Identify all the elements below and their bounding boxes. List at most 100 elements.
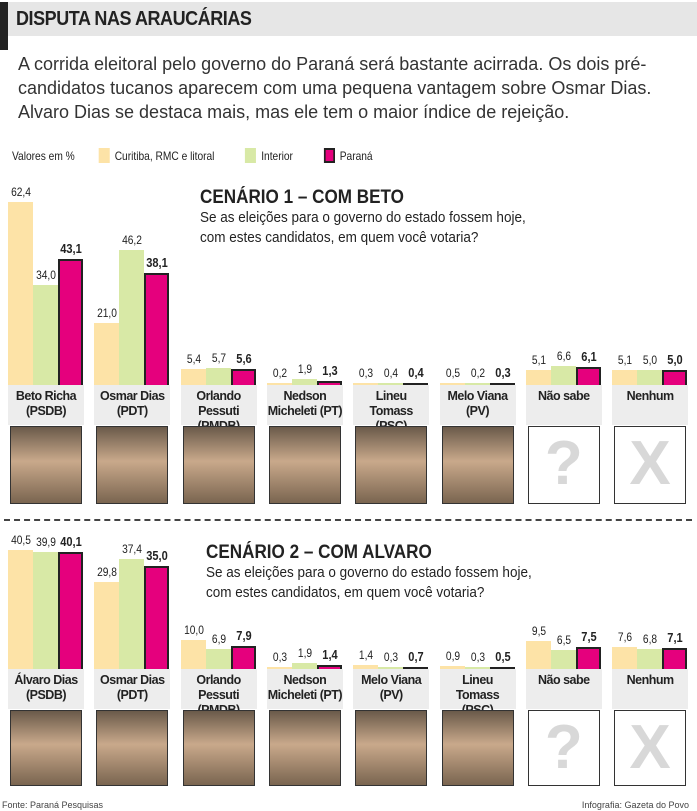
category-label-line: Nenhum — [626, 389, 675, 403]
bar-curitiba — [353, 664, 379, 669]
bar-curitiba — [266, 667, 292, 669]
legend-item-interior: Interior — [245, 148, 293, 163]
candidate-photo — [441, 710, 514, 786]
bar-interior — [205, 648, 231, 669]
data-label: 1,4 — [322, 646, 338, 662]
data-label: 43,1 — [60, 240, 82, 256]
bar-curitiba — [439, 383, 465, 385]
bar-curitiba — [8, 202, 33, 385]
bar-parana — [575, 367, 601, 385]
category-label-line: Melo Viana — [361, 673, 422, 687]
bar-parana — [489, 383, 515, 385]
bar-curitiba — [8, 550, 33, 669]
category-label-line: Orlando Pessuti — [196, 673, 241, 702]
data-label: 0,7 — [408, 648, 424, 664]
bar-interior — [33, 285, 58, 385]
legend: Valores em % Curitiba, RMC e litoral Int… — [12, 148, 403, 163]
legend-item-curitiba: Curitiba, RMC e litoral — [98, 148, 214, 163]
candidate-photo — [355, 710, 428, 786]
category-label-line: Nedson — [283, 389, 327, 403]
candidate-photo — [355, 426, 428, 504]
category-label: Osmar Dias (PDT) — [94, 385, 171, 425]
category-label-line: Osmar Dias — [100, 389, 165, 403]
category-label: Não sabe — [525, 669, 602, 709]
bar-interior — [637, 370, 663, 385]
data-label: 5,6 — [235, 350, 252, 366]
category-label-line: (PDT) — [116, 404, 148, 418]
data-label: 1,4 — [359, 647, 374, 662]
bar-interior — [550, 365, 576, 385]
data-label: 46,2 — [122, 232, 143, 247]
data-label: 0,9 — [445, 649, 460, 664]
category-label-line: (PV) — [466, 404, 490, 418]
category-label: Não sabe — [525, 385, 602, 425]
scenario-question: com estes candidatos, em quem você votar… — [200, 229, 479, 246]
bar-parana — [316, 664, 342, 669]
page-title: DISPUTA NAS ARAUCÁRIAS — [16, 8, 252, 30]
data-label: 5,7 — [211, 351, 226, 366]
bar-parana — [230, 368, 256, 385]
bar-interior — [464, 383, 490, 385]
data-label: 6,5 — [556, 632, 571, 647]
bar-parana — [58, 258, 83, 385]
data-label: 5,0 — [643, 353, 658, 368]
legend-label: Interior — [261, 148, 293, 163]
question-mark-icon: ? — [527, 710, 600, 786]
scenario-question: Se as eleições para o governo do estado … — [206, 564, 532, 581]
data-label: 0,2 — [470, 366, 485, 380]
candidate-photo — [268, 426, 341, 504]
candidate-photo — [441, 426, 514, 504]
category-label-line: Não sabe — [538, 673, 590, 687]
data-label: 40,5 — [11, 533, 31, 548]
bar-curitiba — [266, 383, 292, 385]
legend-unit: Valores em % — [12, 148, 75, 163]
legend-swatch — [323, 148, 335, 163]
data-label: 6,6 — [556, 348, 571, 363]
category-label-line: (PDT) — [116, 688, 148, 702]
bar-curitiba — [180, 639, 206, 669]
bar-interior — [464, 667, 490, 669]
category-label: Melo Viana (PV) — [439, 385, 516, 425]
data-label: 1,3 — [322, 363, 338, 379]
data-label: 21,0 — [97, 306, 118, 321]
bar-curitiba — [94, 323, 120, 385]
header: DISPUTA NAS ARAUCÁRIAS — [0, 2, 697, 50]
bar-parana — [316, 381, 342, 385]
data-label: 1,9 — [297, 362, 312, 377]
category-label: Lineu Tomass(PSC) — [439, 669, 516, 717]
category-label: Beto Richa (PSDB) — [8, 385, 84, 425]
data-label: 7,6 — [618, 629, 633, 644]
data-label: 0,2 — [272, 366, 287, 380]
data-label: 0,4 — [408, 365, 424, 380]
data-label: 10,0 — [183, 622, 204, 637]
data-label: 7,5 — [581, 629, 597, 645]
header-accent-bar — [0, 2, 8, 50]
data-label: 1,9 — [297, 646, 312, 661]
bar-parana — [58, 551, 83, 669]
bar-parana — [144, 273, 170, 385]
bar-curitiba — [94, 581, 120, 669]
data-label: 38,1 — [146, 255, 169, 271]
data-label: 0,3 — [470, 650, 485, 664]
category-label-line: Micheleti (PT) — [267, 404, 343, 418]
category-label-line: (PSDB) — [25, 688, 67, 702]
x-icon: X — [614, 426, 687, 504]
bar-interior — [550, 649, 576, 669]
data-label: 40,1 — [60, 533, 82, 549]
bar-curitiba — [525, 641, 551, 669]
bar-interior — [378, 667, 404, 669]
category-label: Orlando Pessuti(PMDB) — [180, 385, 257, 433]
category-label-line: Micheleti (PT) — [267, 688, 343, 702]
bar-parana — [230, 645, 256, 669]
data-label: 9,5 — [531, 624, 546, 639]
candidate-photo — [268, 710, 341, 786]
category-label: Orlando Pessuti(PMDB) — [180, 669, 257, 717]
bar-curitiba — [180, 369, 206, 385]
category-label-line: Nedson — [283, 673, 327, 687]
legend-label: Paraná — [339, 148, 373, 163]
bar-curitiba — [439, 666, 465, 669]
question-mark-icon: ? — [527, 426, 600, 504]
bar-interior — [378, 383, 404, 385]
data-label: 0,3 — [359, 366, 374, 380]
category-label: Nedson Micheleti (PT) — [266, 669, 343, 709]
